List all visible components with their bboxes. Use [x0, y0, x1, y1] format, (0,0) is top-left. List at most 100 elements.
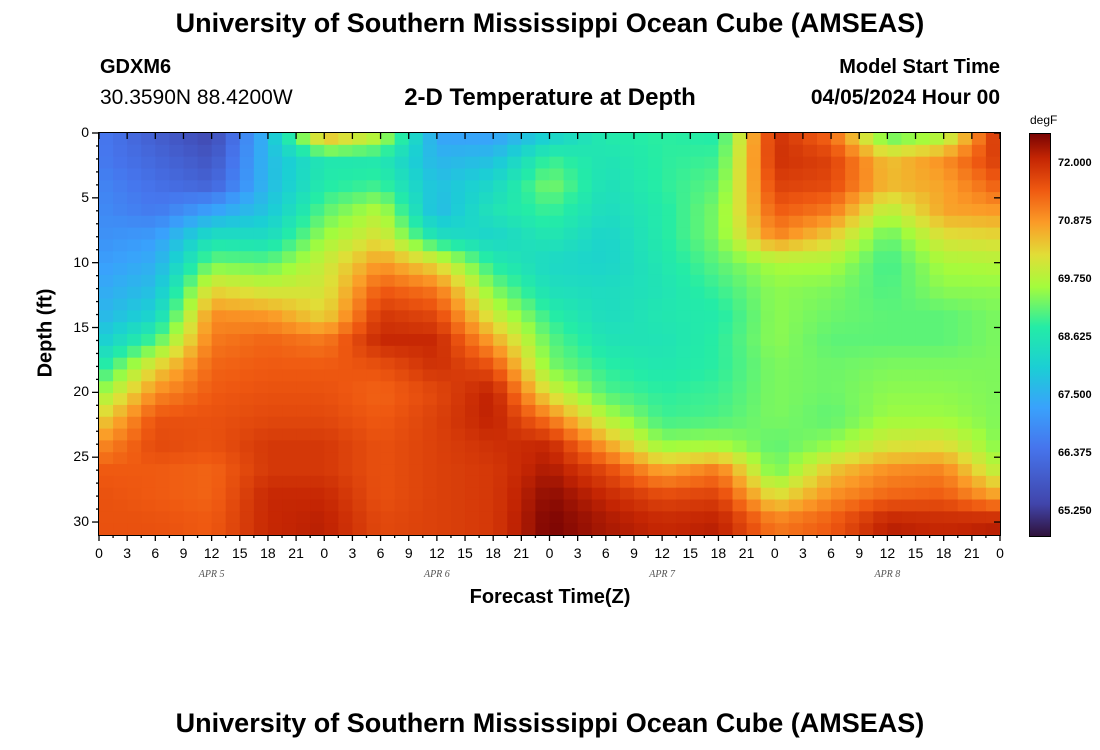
heatmap-cell [662, 168, 677, 181]
heatmap-cell [267, 274, 283, 288]
heatmap-cell [746, 440, 762, 453]
date-label: APR 8 [874, 569, 901, 580]
heatmap-cell [591, 428, 607, 442]
heatmap-cell [802, 357, 818, 371]
heatmap-cell [887, 499, 903, 512]
heatmap-cell [662, 428, 677, 442]
heatmap-cell [408, 345, 424, 359]
heatmap-cell [99, 227, 114, 241]
heatmap-cell [732, 192, 748, 205]
heatmap-cell [577, 310, 593, 323]
heatmap-cell [225, 404, 241, 418]
heatmap-cell [859, 487, 874, 501]
heatmap-cell [436, 298, 452, 311]
heatmap-cell [310, 345, 325, 359]
heatmap-cell [971, 334, 987, 347]
heatmap-cell [296, 263, 311, 276]
heatmap-cell [422, 511, 438, 524]
heatmap-cell [915, 192, 931, 205]
heatmap-cell [113, 357, 128, 371]
heatmap-cell [183, 203, 199, 217]
heatmap-cell [408, 322, 424, 335]
heatmap-cell [619, 487, 635, 501]
heatmap-cell [183, 227, 199, 241]
heatmap-cell [211, 133, 227, 146]
heatmap-cell [985, 322, 1000, 335]
heatmap-cell [774, 227, 790, 241]
heatmap-cell [816, 310, 832, 323]
heatmap-cell [450, 298, 466, 311]
heatmap-cell [479, 203, 494, 217]
heatmap-cell [591, 133, 607, 146]
heatmap-cell [394, 203, 410, 217]
heatmap-cell [225, 263, 241, 276]
heatmap-cell [352, 274, 368, 288]
heatmap-cell [338, 239, 354, 252]
heatmap-cell [493, 357, 508, 371]
heatmap-cell [211, 286, 227, 300]
heatmap-cell [225, 298, 241, 311]
heatmap-cell [802, 416, 818, 430]
heatmap-cell [169, 428, 185, 442]
heatmap-cell [633, 334, 649, 347]
heatmap-cell [127, 440, 142, 453]
heatmap-cell [605, 345, 621, 359]
heatmap-cell [971, 133, 987, 146]
heatmap-cell [676, 310, 691, 323]
heatmap-cell [662, 156, 677, 170]
heatmap-cell [197, 440, 213, 453]
heatmap-cell [338, 274, 354, 288]
heatmap-cell [873, 475, 888, 489]
heatmap-cell [450, 180, 466, 193]
heatmap-cell [239, 156, 255, 170]
heatmap-cell [774, 322, 790, 335]
heatmap-cell [450, 369, 466, 382]
heatmap-cell [774, 499, 790, 512]
heatmap-cell [197, 286, 213, 300]
heatmap-cell [113, 133, 128, 146]
heatmap-cell [577, 499, 593, 512]
heatmap-cell [225, 487, 241, 501]
heatmap-cell [591, 523, 607, 535]
heatmap-cell [563, 298, 579, 311]
heatmap-cell [788, 274, 804, 288]
x-tick-label: 0 [545, 545, 554, 561]
heatmap-cell [662, 393, 677, 406]
heatmap-cell [704, 180, 720, 193]
heatmap-cell [957, 487, 973, 501]
heatmap-cell [436, 440, 452, 453]
heatmap-cell [718, 452, 734, 465]
heatmap-cell [296, 428, 311, 442]
heatmap-cell [718, 393, 734, 406]
heatmap-cell [985, 523, 1000, 535]
heatmap-plot-area [99, 133, 1000, 535]
heatmap-cell [957, 345, 973, 359]
heatmap-cell [591, 263, 607, 276]
heatmap-cell [662, 263, 677, 276]
heatmap-cell [957, 215, 973, 229]
heatmap-cell [690, 357, 705, 371]
x-tick-label: 3 [123, 545, 132, 561]
heatmap-cell [915, 310, 931, 323]
heatmap-cell [211, 464, 227, 477]
heatmap-cell [676, 156, 691, 170]
heatmap-cell [971, 452, 987, 465]
heatmap-cell [394, 286, 410, 300]
heatmap-cell [535, 475, 551, 489]
heatmap-cell [282, 428, 297, 442]
heatmap-cell [352, 499, 368, 512]
heatmap-cell [816, 475, 832, 489]
heatmap-cell [577, 239, 593, 252]
heatmap-cell [225, 452, 241, 465]
heatmap-cell [155, 310, 170, 323]
heatmap-cell [99, 239, 114, 252]
heatmap-cell [493, 475, 508, 489]
heatmap-cell [267, 192, 283, 205]
heatmap-cell [831, 404, 846, 418]
heatmap-cell [324, 523, 339, 535]
heatmap-cell [633, 274, 649, 288]
heatmap-cell [901, 475, 917, 489]
heatmap-cell [957, 393, 973, 406]
heatmap-cell [310, 322, 325, 335]
heatmap-cell [802, 523, 818, 535]
